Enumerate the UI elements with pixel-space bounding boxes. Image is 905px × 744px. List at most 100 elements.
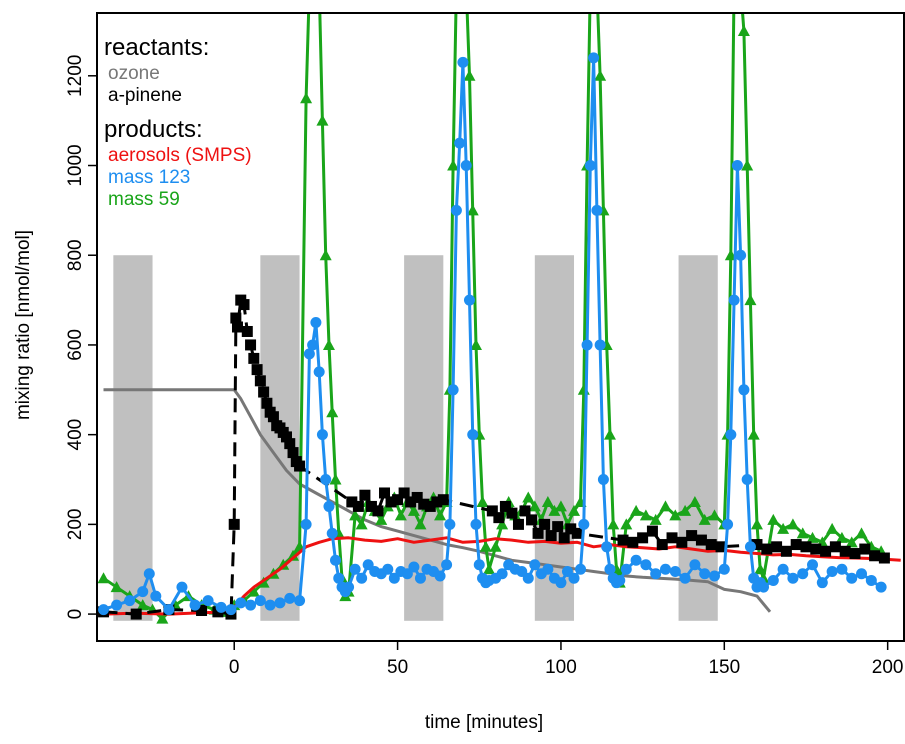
data-point-triangle xyxy=(319,249,332,261)
data-point-circle xyxy=(741,474,753,486)
data-point-square xyxy=(287,447,299,459)
legend-group-title: reactants: xyxy=(104,34,209,61)
data-point-circle xyxy=(630,554,642,566)
data-point-circle xyxy=(522,572,534,584)
data-point-square xyxy=(294,460,306,472)
data-point-square xyxy=(230,312,242,324)
data-point-triangle xyxy=(698,513,711,525)
data-point-triangle xyxy=(835,531,848,543)
data-point-square xyxy=(499,500,511,512)
data-point-circle xyxy=(320,474,332,486)
data-point-triangle xyxy=(679,504,692,516)
data-point-triangle xyxy=(355,518,368,530)
data-point-circle xyxy=(575,563,587,575)
data-point-triangle xyxy=(577,383,590,395)
shaded-interval xyxy=(678,255,718,621)
data-point-circle xyxy=(434,570,446,582)
data-point-square xyxy=(346,496,358,508)
data-point-triangle xyxy=(826,522,839,534)
data-point-square xyxy=(656,539,668,551)
series-line xyxy=(103,388,772,613)
data-point-circle xyxy=(202,595,214,607)
data-point-triangle xyxy=(708,509,721,521)
data-point-circle xyxy=(124,595,136,607)
data-point-triangle xyxy=(469,338,482,350)
data-point-triangle xyxy=(489,540,502,552)
data-point-circle xyxy=(300,518,312,530)
data-point-circle xyxy=(163,604,175,616)
data-point-circle xyxy=(777,563,789,575)
data-point-circle xyxy=(875,581,887,593)
y-tick-label: 800 xyxy=(65,239,86,271)
data-point-triangle xyxy=(322,338,335,350)
data-point-square xyxy=(431,496,443,508)
data-point-circle xyxy=(709,570,721,582)
data-point-triangle xyxy=(548,504,561,516)
data-point-circle xyxy=(787,572,799,584)
data-point-circle xyxy=(826,565,838,577)
data-point-square xyxy=(245,339,257,351)
legend-entry: ozone xyxy=(108,63,160,84)
data-point-triangle xyxy=(603,428,616,440)
data-point-circle xyxy=(659,563,671,575)
data-point-square xyxy=(519,505,531,517)
data-point-circle xyxy=(738,384,750,396)
data-point-circle xyxy=(594,339,606,351)
y-tick-label: 400 xyxy=(65,419,86,451)
data-point-circle xyxy=(310,317,322,329)
data-point-triangle xyxy=(522,491,535,503)
data-point-triangle xyxy=(300,92,313,104)
data-point-circle xyxy=(330,554,342,566)
data-point-square xyxy=(820,545,832,557)
data-point-triangle xyxy=(750,518,763,530)
data-point-circle xyxy=(307,339,319,351)
data-point-circle xyxy=(408,561,420,573)
x-tick-label: 100 xyxy=(545,657,577,678)
data-point-triangle xyxy=(277,558,290,570)
data-point-triangle xyxy=(247,585,260,597)
data-point-square xyxy=(695,534,707,546)
data-point-circle xyxy=(225,604,237,616)
data-point-square xyxy=(418,498,430,510)
data-point-circle xyxy=(284,592,296,604)
data-point-circle xyxy=(444,518,456,530)
data-point-triangle xyxy=(568,504,581,516)
series-line xyxy=(102,13,882,621)
data-point-square xyxy=(231,321,243,333)
series-line xyxy=(103,56,882,612)
data-point-triangle xyxy=(407,504,420,516)
data-point-square xyxy=(829,541,841,553)
data-point-triangle xyxy=(741,159,754,171)
data-point-circle xyxy=(731,160,743,172)
series-line xyxy=(103,536,901,616)
data-point-triangle xyxy=(777,522,790,534)
x-axis-label: time [minutes] xyxy=(425,712,543,733)
data-point-triangle xyxy=(287,549,300,561)
data-point-circle xyxy=(542,563,554,575)
data-point-circle xyxy=(189,599,201,611)
y-axis: 0 200 400 600 800 1000 1200 xyxy=(65,55,97,619)
data-point-square xyxy=(780,545,792,557)
data-point-triangle xyxy=(329,473,342,485)
data-point-square xyxy=(372,505,384,517)
data-point-square xyxy=(771,541,783,553)
data-point-square xyxy=(810,543,822,555)
plot-frame xyxy=(96,12,905,642)
data-point-circle xyxy=(356,572,368,584)
data-point-circle xyxy=(326,527,338,539)
data-point-triangle xyxy=(375,513,388,525)
data-point-triangle xyxy=(97,572,110,584)
data-point-triangle xyxy=(541,495,554,507)
data-point-triangle xyxy=(669,509,682,521)
data-point-square xyxy=(280,431,292,443)
data-point-square xyxy=(839,545,851,557)
data-point-triangle xyxy=(747,428,760,440)
series-mass-59 xyxy=(97,13,888,624)
data-point-circle xyxy=(767,574,779,586)
y-axis-label: mixing ratio [nmol/mol] xyxy=(13,230,34,420)
legend-entry: aerosols (SMPS) xyxy=(108,145,252,166)
data-point-circle xyxy=(856,568,868,580)
data-point-circle xyxy=(303,348,315,360)
